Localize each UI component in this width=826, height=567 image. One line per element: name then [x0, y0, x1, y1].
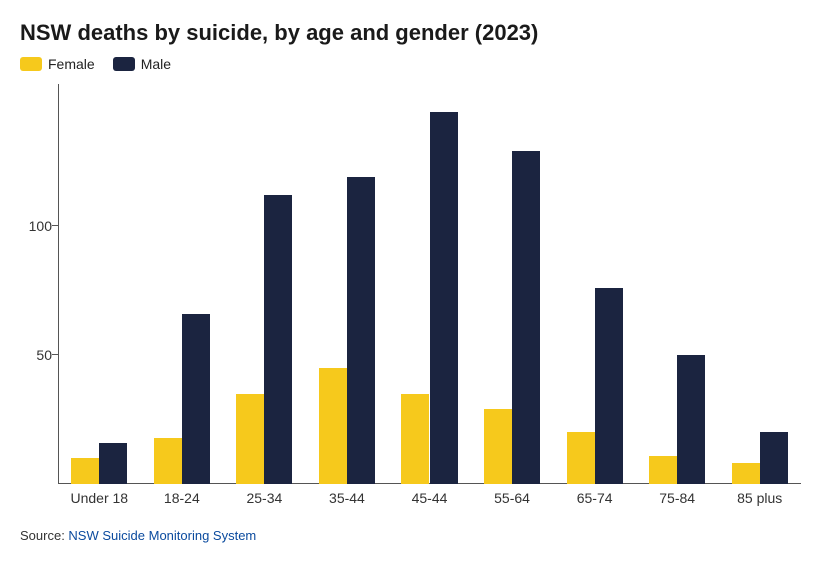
- x-axis-labels: Under 18 18-24 25-34 35-44 45-44 55-64 65-74 75…: [58, 484, 801, 508]
- bar: [567, 432, 595, 484]
- chart-title: NSW deaths by suicide, by age and gender…: [20, 20, 806, 46]
- x-tick-label: 18-24: [164, 490, 200, 506]
- bar: [71, 458, 99, 484]
- x-tick-label: 45-44: [412, 490, 448, 506]
- y-tick-label: 50: [36, 347, 52, 363]
- source-line: Source: NSW Suicide Monitoring System: [20, 528, 806, 543]
- bar: [347, 177, 375, 484]
- legend-item: Female: [20, 56, 95, 72]
- source-prefix: Source:: [20, 528, 68, 543]
- bar: [484, 409, 512, 484]
- legend-label: Female: [48, 56, 95, 72]
- bar: [732, 463, 760, 484]
- legend: Female Male: [20, 56, 806, 72]
- plot-area: 50100: [58, 84, 801, 484]
- bar: [649, 456, 677, 484]
- x-tick-label: 25-34: [246, 490, 282, 506]
- x-tick-label: 35-44: [329, 490, 365, 506]
- chart-container: NSW deaths by suicide, by age and gender…: [0, 0, 826, 567]
- x-tick-label: 65-74: [577, 490, 613, 506]
- source-link[interactable]: NSW Suicide Monitoring System: [68, 528, 256, 543]
- bar: [182, 314, 210, 484]
- bar: [430, 112, 458, 484]
- bar: [99, 443, 127, 484]
- legend-item: Male: [113, 56, 171, 72]
- bar: [401, 394, 429, 484]
- y-axis: 50 100: [20, 84, 58, 484]
- bar: [154, 438, 182, 484]
- x-tick-label: 55-64: [494, 490, 530, 506]
- x-tick-label: 75-84: [659, 490, 695, 506]
- x-tick-label: Under 18: [70, 490, 128, 506]
- bar: [595, 288, 623, 484]
- bar: [236, 394, 264, 484]
- bar: [760, 432, 788, 484]
- y-tick-label: 100: [29, 218, 52, 234]
- legend-swatch: [113, 57, 135, 71]
- legend-label: Male: [141, 56, 171, 72]
- bar: [677, 355, 705, 484]
- x-tick-label: 85 plus: [737, 490, 782, 506]
- bar: [264, 195, 292, 484]
- bar: [319, 368, 347, 484]
- bars-layer: [58, 84, 801, 484]
- bar: [512, 151, 540, 484]
- legend-swatch: [20, 57, 42, 71]
